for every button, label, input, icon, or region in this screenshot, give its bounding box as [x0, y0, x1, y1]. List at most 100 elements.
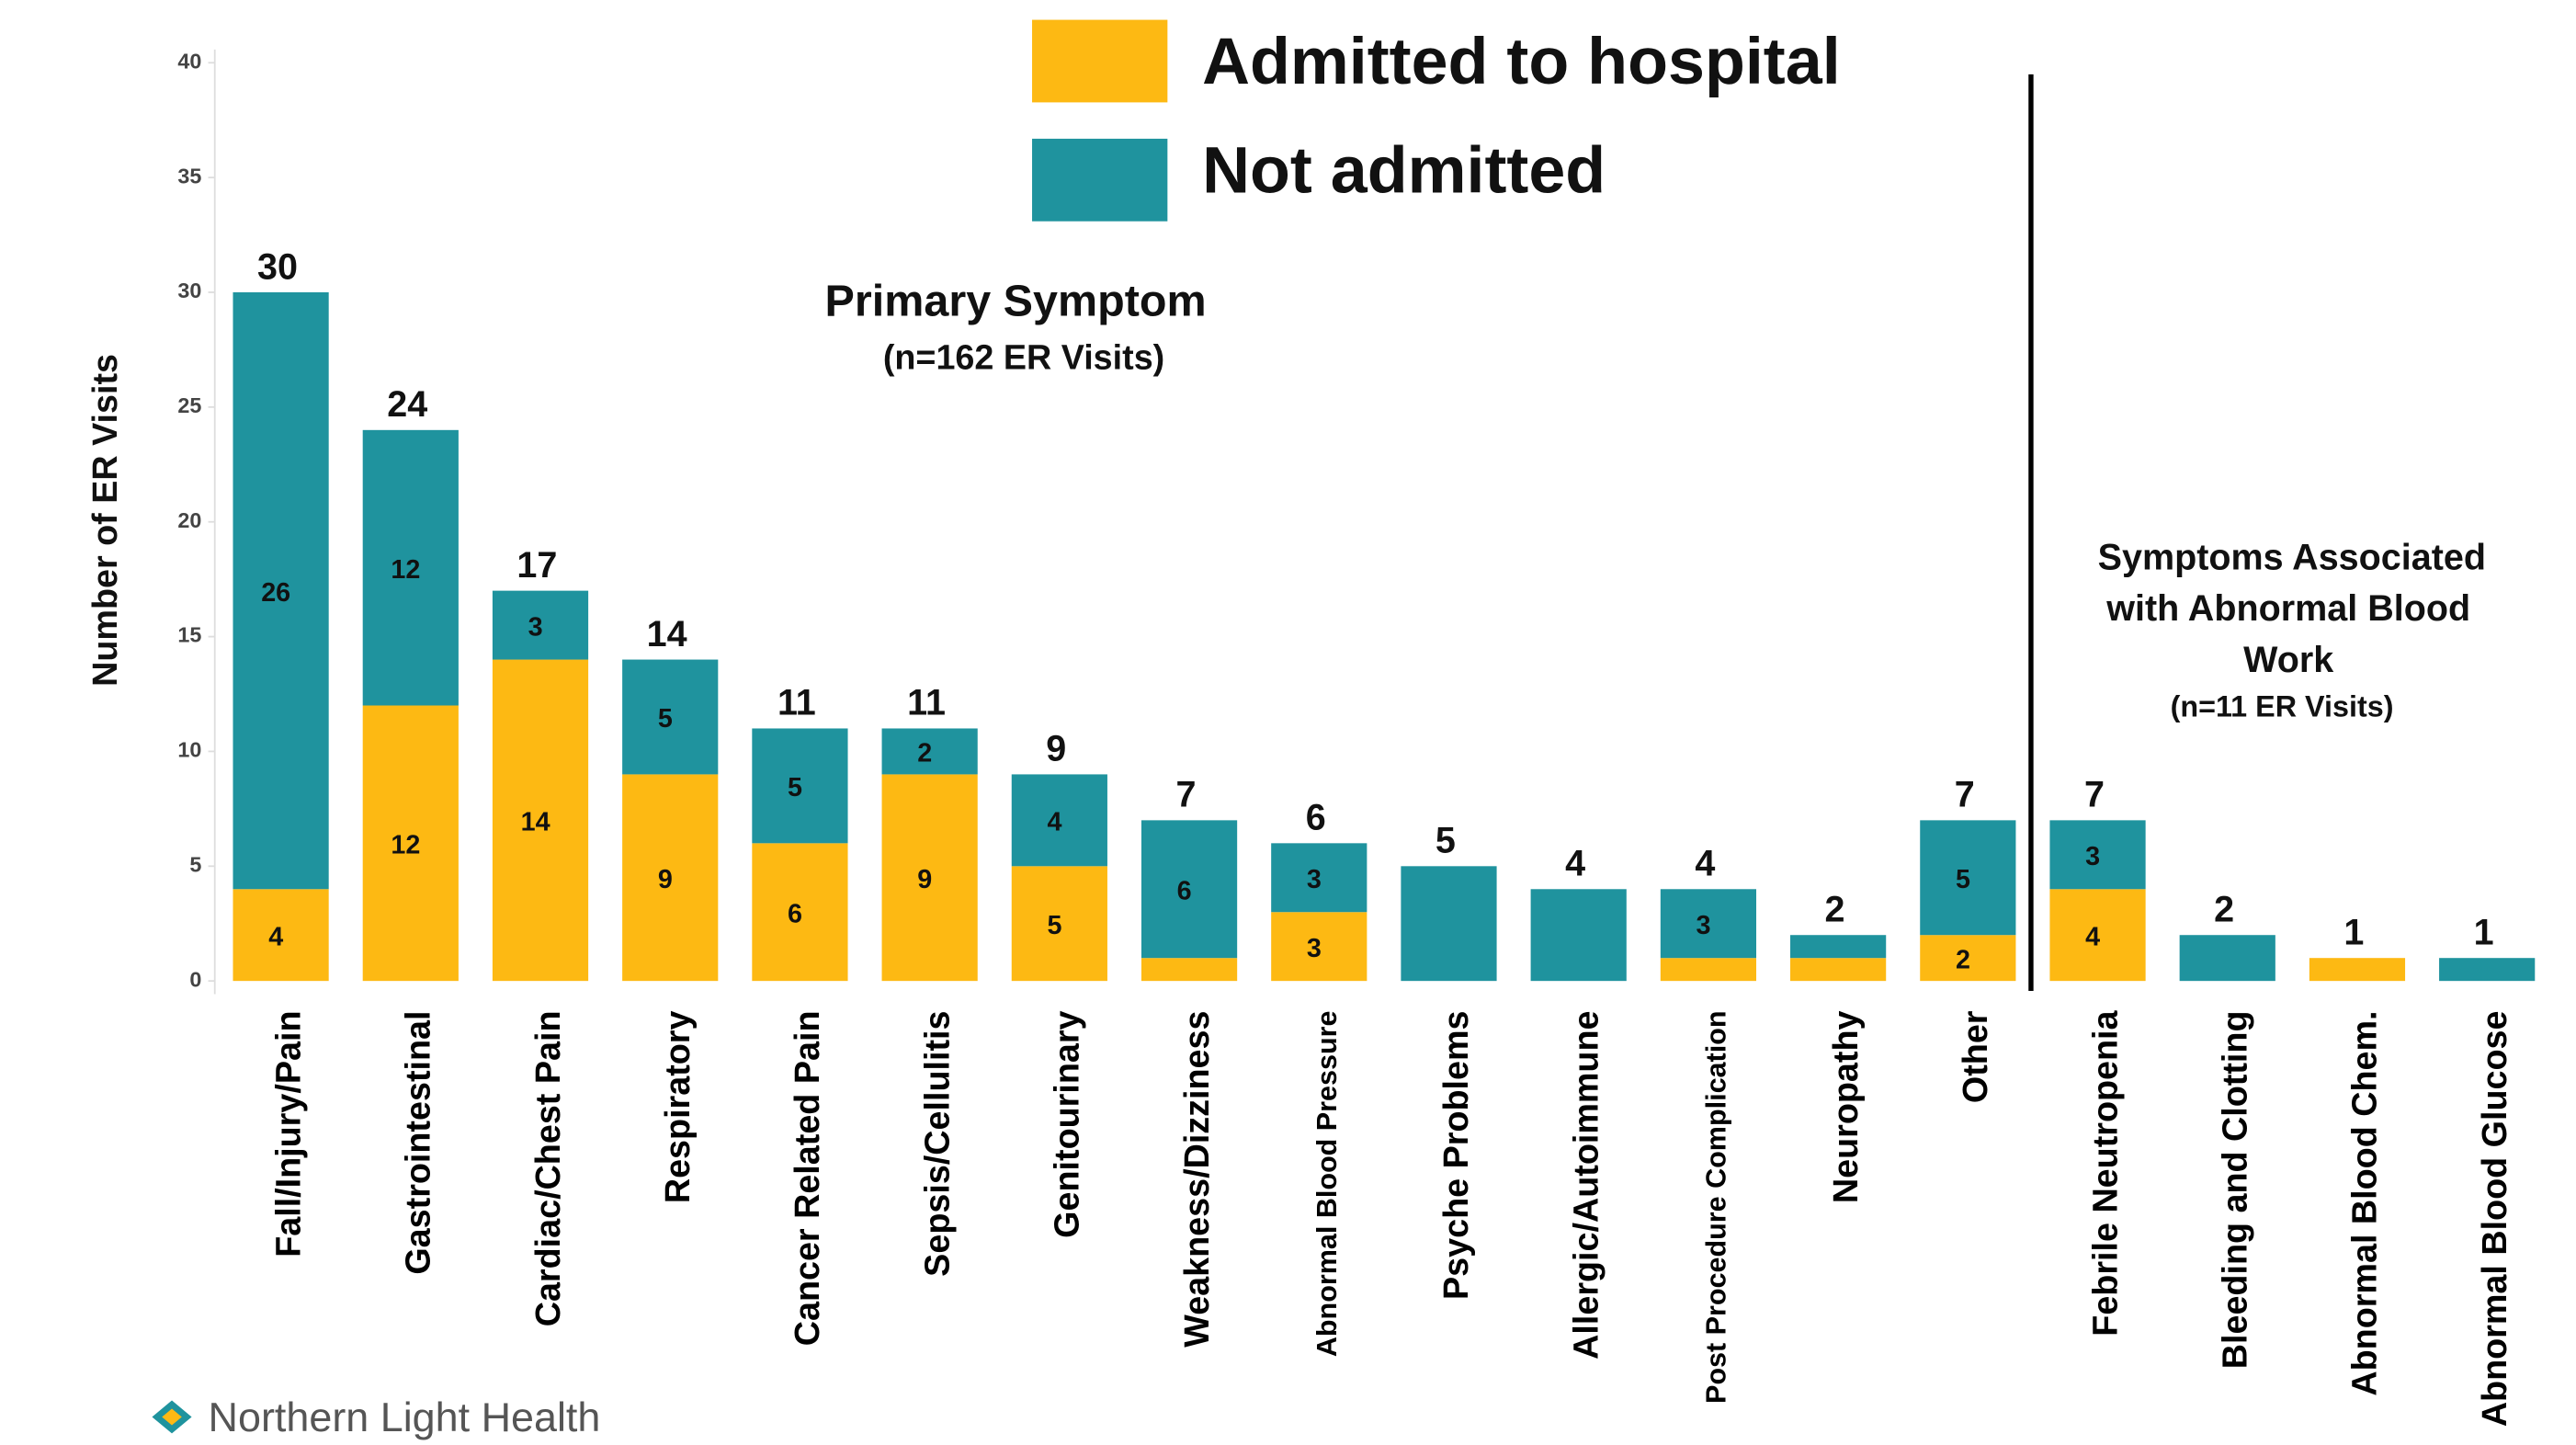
data-label: 12: [391, 555, 420, 585]
bar-segment: [1660, 958, 1757, 982]
y-tick-label: 35: [177, 164, 201, 188]
total-label: 9: [1046, 729, 1066, 769]
total-label: 17: [516, 545, 557, 586]
bar-segment: [1011, 866, 1107, 982]
y-tick-label: 15: [177, 623, 201, 647]
total-label: 7: [1955, 775, 1975, 815]
annotation: (n=11 ER Visits): [2171, 689, 2394, 722]
data-label: 3: [2085, 842, 2100, 871]
x-tick-label: Fall/Injury/Pain: [268, 1011, 307, 1257]
data-label: 4: [2085, 922, 2100, 951]
total-label: 1: [2474, 912, 2494, 952]
x-tick-label: Bleeding and Clotting: [2215, 1011, 2253, 1370]
bar-segment: [1530, 889, 1627, 982]
data-label: 5: [658, 704, 673, 734]
annotation: with Abnormal Blood: [2105, 588, 2470, 629]
x-tick-label: Neuropathy: [1826, 1010, 1865, 1203]
total-label: 7: [1175, 775, 1196, 815]
x-tick-label: Gastrointestinal: [399, 1011, 437, 1275]
bar-segment: [1920, 935, 2016, 982]
bar-segment: [2049, 889, 2146, 982]
data-label: 3: [1307, 865, 1322, 894]
total-label: 14: [647, 614, 687, 654]
logo: Northern Light Health: [152, 1394, 600, 1440]
y-tick-label: 30: [177, 279, 201, 302]
x-tick-label: Genitourinary: [1048, 1010, 1086, 1237]
data-label: 12: [391, 831, 420, 860]
x-tick-label: Respiratory: [658, 1010, 697, 1203]
bar-segment: [1271, 843, 1367, 913]
x-tick-label: Cardiac/Chest Pain: [528, 1011, 567, 1327]
data-label: 2: [1956, 945, 1970, 974]
data-label: 5: [1956, 865, 1970, 894]
legend-label: Not admitted: [1202, 133, 1606, 207]
data-label: 9: [917, 865, 932, 894]
annotation: Primary Symptom: [825, 276, 1207, 325]
x-tick-label: Allergic/Autoimmune: [1566, 1011, 1605, 1360]
total-label: 2: [2214, 890, 2234, 930]
bar-segment: [362, 705, 459, 982]
bar-segment: [622, 659, 719, 775]
bar-segment: [362, 429, 459, 706]
bar-segment: [233, 291, 329, 890]
y-tick-label: 10: [177, 738, 201, 762]
annotation: Symptoms Associated: [2098, 537, 2486, 577]
bar-segment: [622, 774, 719, 982]
x-tick-label: Abnormal Blood Pressure: [1311, 1011, 1343, 1358]
bar-segment: [1140, 958, 1238, 982]
data-label: 5: [788, 773, 802, 802]
annotation: (n=162 ER Visits): [883, 338, 1164, 377]
data-label: 6: [788, 899, 802, 928]
legend-swatch: [1032, 138, 1168, 222]
x-tick-label: Weakness/Dizziness: [1177, 1011, 1216, 1348]
x-tick-label: Febrile Neutropenia: [2085, 1009, 2124, 1336]
bar-segment: [1401, 866, 1497, 982]
data-label: 4: [268, 922, 283, 951]
total-label: 4: [1695, 844, 1715, 884]
data-label: 3: [1697, 911, 1711, 940]
bar-segment: [881, 774, 978, 982]
bar-segment: [1790, 935, 1887, 959]
data-label: 5: [1047, 911, 1061, 940]
y-tick-label: 0: [189, 967, 201, 991]
bar-segment: [1011, 774, 1107, 867]
total-label: 4: [1565, 844, 1585, 884]
x-tick-label: Post Procedure Complication: [1701, 1011, 1732, 1405]
data-label: 3: [528, 612, 543, 642]
bar-segment: [1271, 912, 1367, 982]
total-label: 11: [777, 683, 816, 723]
total-label: 5: [1436, 821, 1456, 861]
annotation: Work: [2243, 640, 2334, 680]
total-label: 11: [907, 683, 946, 723]
x-tick-label: Cancer Related Pain: [788, 1011, 826, 1347]
bar-segment: [1920, 820, 2016, 936]
total-label: 2: [1825, 890, 1845, 930]
bar-segment: [1140, 820, 1238, 959]
logo-text: Northern Light Health: [209, 1394, 601, 1440]
x-tick-label: Psyche Problems: [1436, 1011, 1475, 1300]
y-tick-label: 40: [177, 49, 201, 73]
total-label: 1: [2343, 912, 2364, 952]
bar-segment: [1790, 958, 1887, 982]
total-label: 7: [2084, 775, 2105, 815]
x-tick-label: Abnormal Blood Chem.: [2345, 1011, 2384, 1396]
data-label: 2: [917, 739, 932, 768]
total-label: 6: [1306, 798, 1326, 838]
x-tick-label: Sepsis/Cellulitis: [917, 1011, 956, 1277]
bar-segment: [752, 728, 848, 844]
y-axis-label: Number of ER Visits: [85, 354, 124, 687]
data-label: 4: [1047, 808, 1061, 837]
total-label: 30: [257, 246, 298, 287]
bar-segment: [1660, 889, 1757, 959]
bar-segment: [233, 889, 329, 982]
total-label: 24: [387, 384, 427, 425]
data-label: 14: [521, 808, 550, 837]
y-tick-label: 25: [177, 393, 201, 417]
data-label: 9: [658, 865, 673, 894]
bar-segment: [492, 590, 589, 660]
bar-segment: [2179, 935, 2275, 982]
data-label: 3: [1307, 934, 1322, 963]
bar-segment: [2309, 958, 2406, 982]
bar-segment: [752, 843, 848, 982]
